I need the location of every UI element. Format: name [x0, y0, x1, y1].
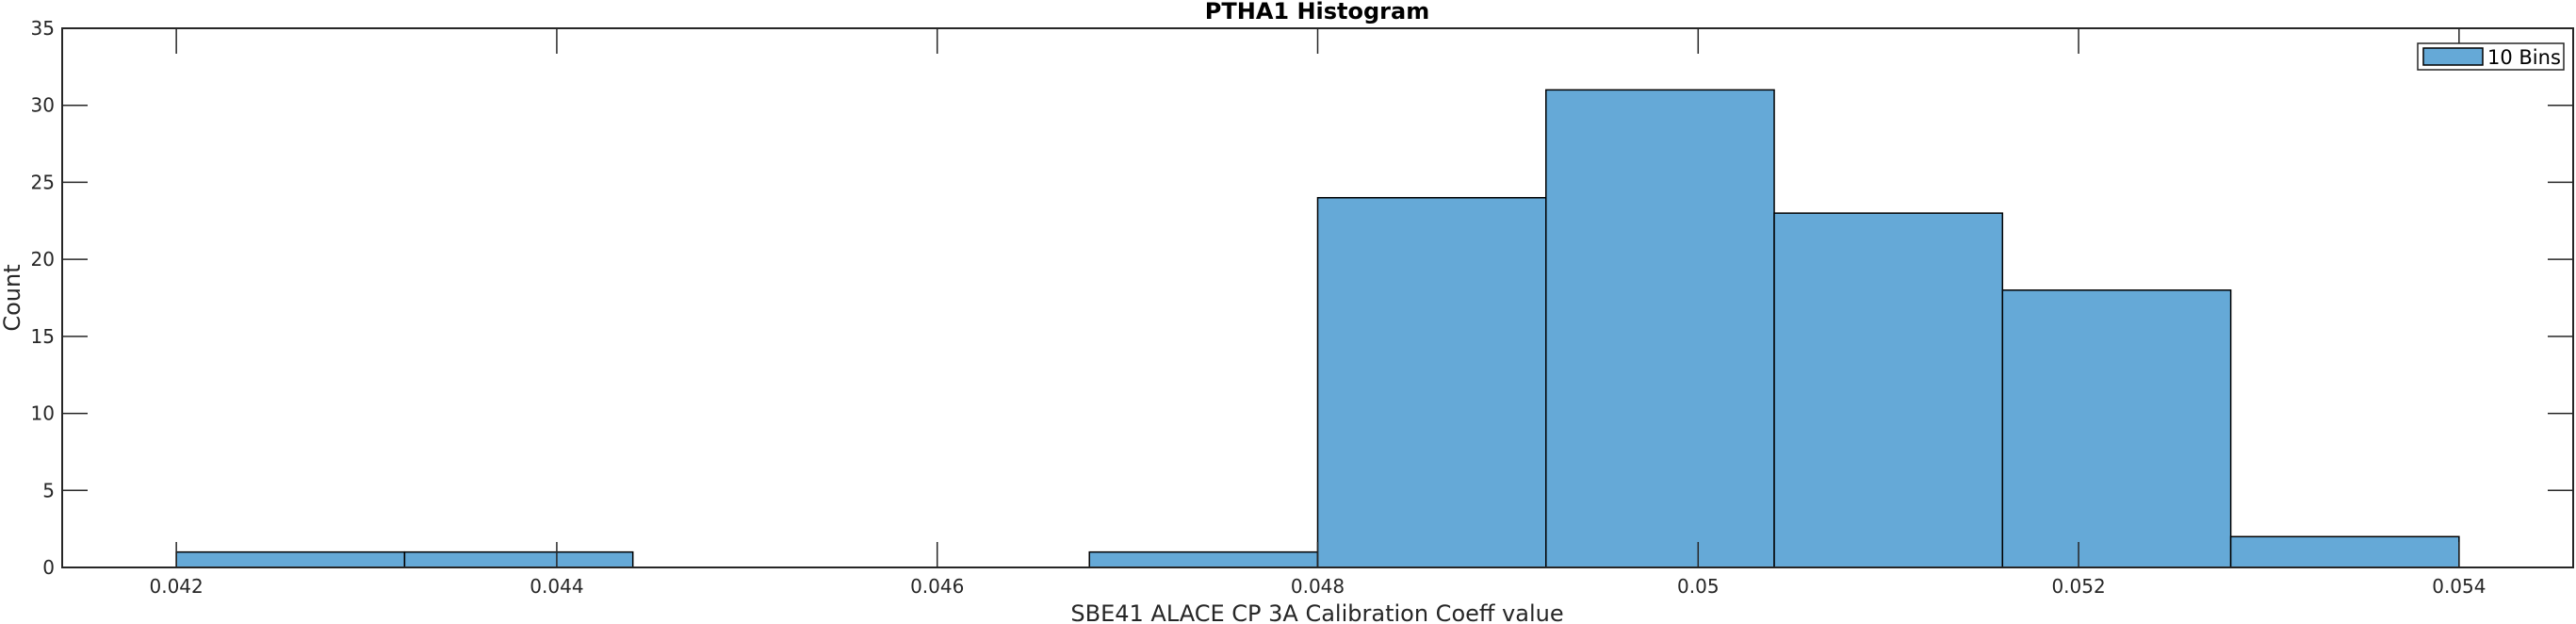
- bars-group: [175, 89, 2460, 568]
- x-tick-label: 0.042: [150, 575, 204, 598]
- y-axis-label: Count: [0, 264, 25, 331]
- histogram-bar: [1773, 212, 2004, 568]
- y-tick-label: 15: [31, 325, 55, 348]
- legend-entry-label: 10 Bins: [2487, 46, 2561, 69]
- y-tick-label: 0: [42, 556, 55, 579]
- x-tick-label: 0.044: [530, 575, 583, 598]
- histogram-bar: [175, 550, 406, 568]
- y-tick-label: 35: [31, 17, 55, 40]
- legend: 10 Bins: [2417, 42, 2565, 71]
- x-tick-label: 0.048: [1291, 575, 1345, 598]
- histogram-bar: [2001, 289, 2232, 568]
- y-tick-label: 10: [31, 402, 55, 425]
- x-tick-label: 0.054: [2432, 575, 2486, 598]
- histogram-bar: [2229, 535, 2460, 568]
- ticks-group: 0.042 0.044 0.046 0.048 0.05 0.052 0.054 0 5 10 15…: [31, 17, 2573, 598]
- y-tick-label: 25: [31, 171, 55, 193]
- chart-title: PTHA1 Histogram: [1205, 0, 1429, 25]
- histogram-bar: [1316, 197, 1547, 568]
- histogram-bar: [1545, 89, 1775, 568]
- y-tick-label: 30: [31, 94, 55, 117]
- histogram-bar: [403, 550, 634, 568]
- histogram-bar: [1088, 550, 1319, 568]
- x-tick-label: 0.05: [1677, 575, 1720, 598]
- x-tick-label: 0.046: [910, 575, 964, 598]
- y-tick-label: 5: [42, 479, 55, 501]
- legend-swatch: [2422, 47, 2484, 66]
- plot-area-frame: [61, 27, 2574, 568]
- y-tick-label: 20: [31, 248, 55, 271]
- x-tick-label: 0.052: [2051, 575, 2105, 598]
- x-axis-label: SBE41 ALACE CP 3A Calibration Coeff valu…: [1070, 600, 1563, 624]
